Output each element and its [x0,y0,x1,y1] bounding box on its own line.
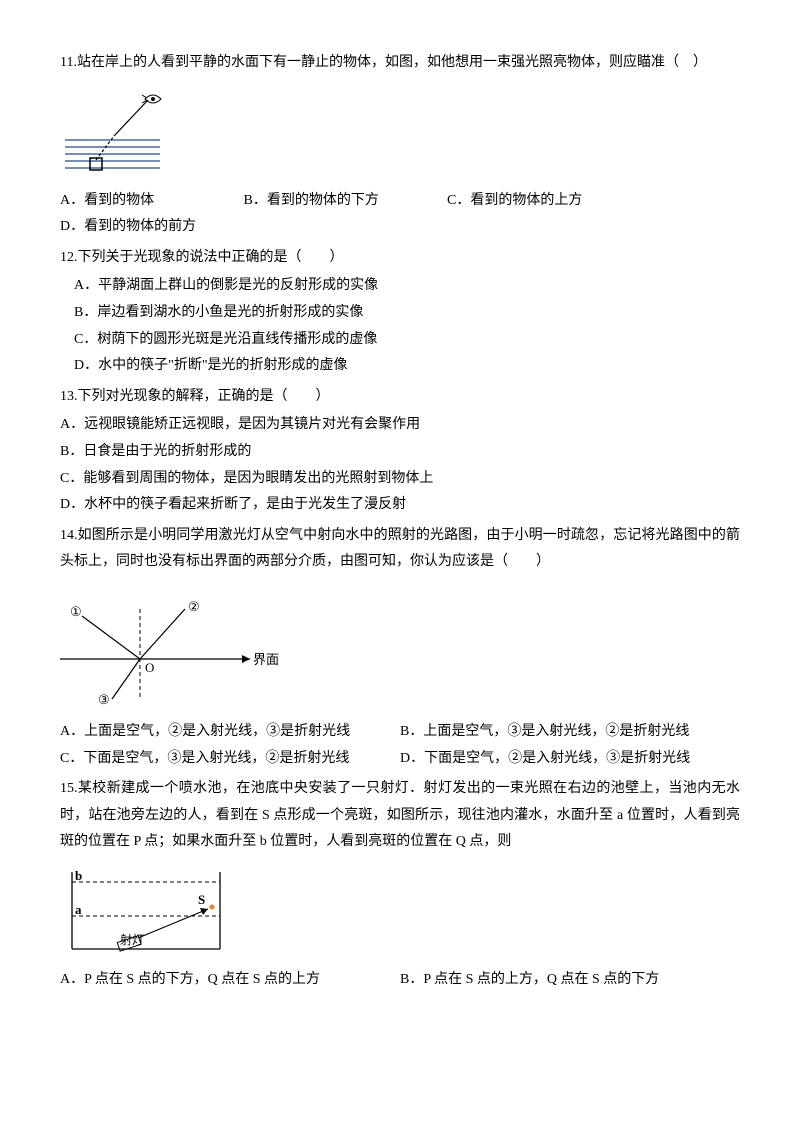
label-boundary: 界面 [253,652,279,667]
q12-options: A．平静湖面上群山的倒影是光的反射形成的实像 B．岸边看到湖水的小鱼是光的折射形… [60,273,740,379]
q15-options: A．P 点在 S 点的下方，Q 点在 S 点的上方 B．P 点在 S 点的上方，… [60,967,740,994]
refraction-rays-diagram: 界面 O ① ② ③ [60,594,280,709]
label-a: a [75,902,82,917]
q15-text: 15.某校新建成一个喷水池，在池底中央安装了一只射灯．射灯发出的一束光照在右边的… [60,776,740,856]
label-3: ③ [98,692,110,707]
q11-opt-a: A．看到的物体 [60,188,240,215]
q11-figure [60,85,740,180]
pool-light-diagram: b a 射灯 S [60,864,235,959]
q12-opt-a: A．平静湖面上群山的倒影是光的反射形成的实像 [60,273,740,300]
q14-opt-a: A．上面是空气，②是入射光线，③是折射光线 [60,719,400,746]
q13-options: A．远视眼镜能矫正远视眼，是因为其镜片对光有会聚作用 B．日食是由于光的折射形成… [60,412,740,518]
label-2: ② [188,599,200,614]
label-1: ① [70,604,82,619]
q15-opt-b: B．P 点在 S 点的上方，Q 点在 S 点的下方 [400,967,740,994]
label-O: O [145,660,154,675]
question-13: 13.下列对光现象的解释，正确的是（ ） A．远视眼镜能矫正远视眼，是因为其镜片… [60,384,740,519]
q11-opt-c: C．看到的物体的上方 [447,188,617,215]
q15-opt-a: A．P 点在 S 点的下方，Q 点在 S 点的上方 [60,967,400,994]
label-b: b [75,868,82,883]
q13-opt-c: C．能够看到周围的物体，是因为眼睛发出的光照射到物体上 [60,466,740,493]
q13-opt-d: D．水杯中的筷子看起来折断了，是由于光发生了漫反射 [60,492,740,519]
question-15: 15.某校新建成一个喷水池，在池底中央安装了一只射灯．射灯发出的一束光照在右边的… [60,776,740,993]
q11-opt-d: D．看到的物体的前方 [60,214,196,241]
q14-text: 14.如图所示是小明同学用激光灯从空气中射向水中的照射的光路图，由于小明一时疏忽… [60,523,740,576]
question-12: 12.下列关于光现象的说法中正确的是（ ） A．平静湖面上群山的倒影是光的反射形… [60,245,740,380]
q13-opt-a: A．远视眼镜能矫正远视眼，是因为其镜片对光有会聚作用 [60,412,740,439]
label-lamp: 射灯 [120,932,144,947]
q11-opt-b: B．看到的物体的下方 [244,188,444,215]
question-11: 11.站在岸上的人看到平静的水面下有一静止的物体，如图，如他想用一束强光照亮物体… [60,50,740,241]
q14-opt-b: B．上面是空气，③是入射光线，②是折射光线 [400,719,740,746]
q11-text: 11.站在岸上的人看到平静的水面下有一静止的物体，如图，如他想用一束强光照亮物体… [60,50,740,77]
q14-figure: 界面 O ① ② ③ [60,594,740,709]
question-14: 14.如图所示是小明同学用激光灯从空气中射向水中的照射的光路图，由于小明一时疏忽… [60,523,740,772]
q14-options: A．上面是空气，②是入射光线，③是折射光线 B．上面是空气，③是入射光线，②是折… [60,719,740,772]
q14-opt-d: D．下面是空气，②是入射光线，③是折射光线 [400,746,740,773]
q14-opt-c: C．下面是空气，③是入射光线，②是折射光线 [60,746,400,773]
refraction-water-diagram [60,85,180,180]
q12-text: 12.下列关于光现象的说法中正确的是（ ） [60,245,740,272]
q12-opt-b: B．岸边看到湖水的小鱼是光的折射形成的实像 [60,300,740,327]
q11-options: A．看到的物体 B．看到的物体的下方 C．看到的物体的上方 D．看到的物体的前方 [60,188,740,241]
q13-opt-b: B．日食是由于光的折射形成的 [60,439,740,466]
q15-figure: b a 射灯 S [60,864,740,959]
q13-text: 13.下列对光现象的解释，正确的是（ ） [60,384,740,411]
q12-opt-d: D．水中的筷子"折断"是光的折射形成的虚像 [60,353,740,380]
label-S: S [198,892,205,907]
q12-opt-c: C．树荫下的圆形光斑是光沿直线传播形成的虚像 [60,327,740,354]
